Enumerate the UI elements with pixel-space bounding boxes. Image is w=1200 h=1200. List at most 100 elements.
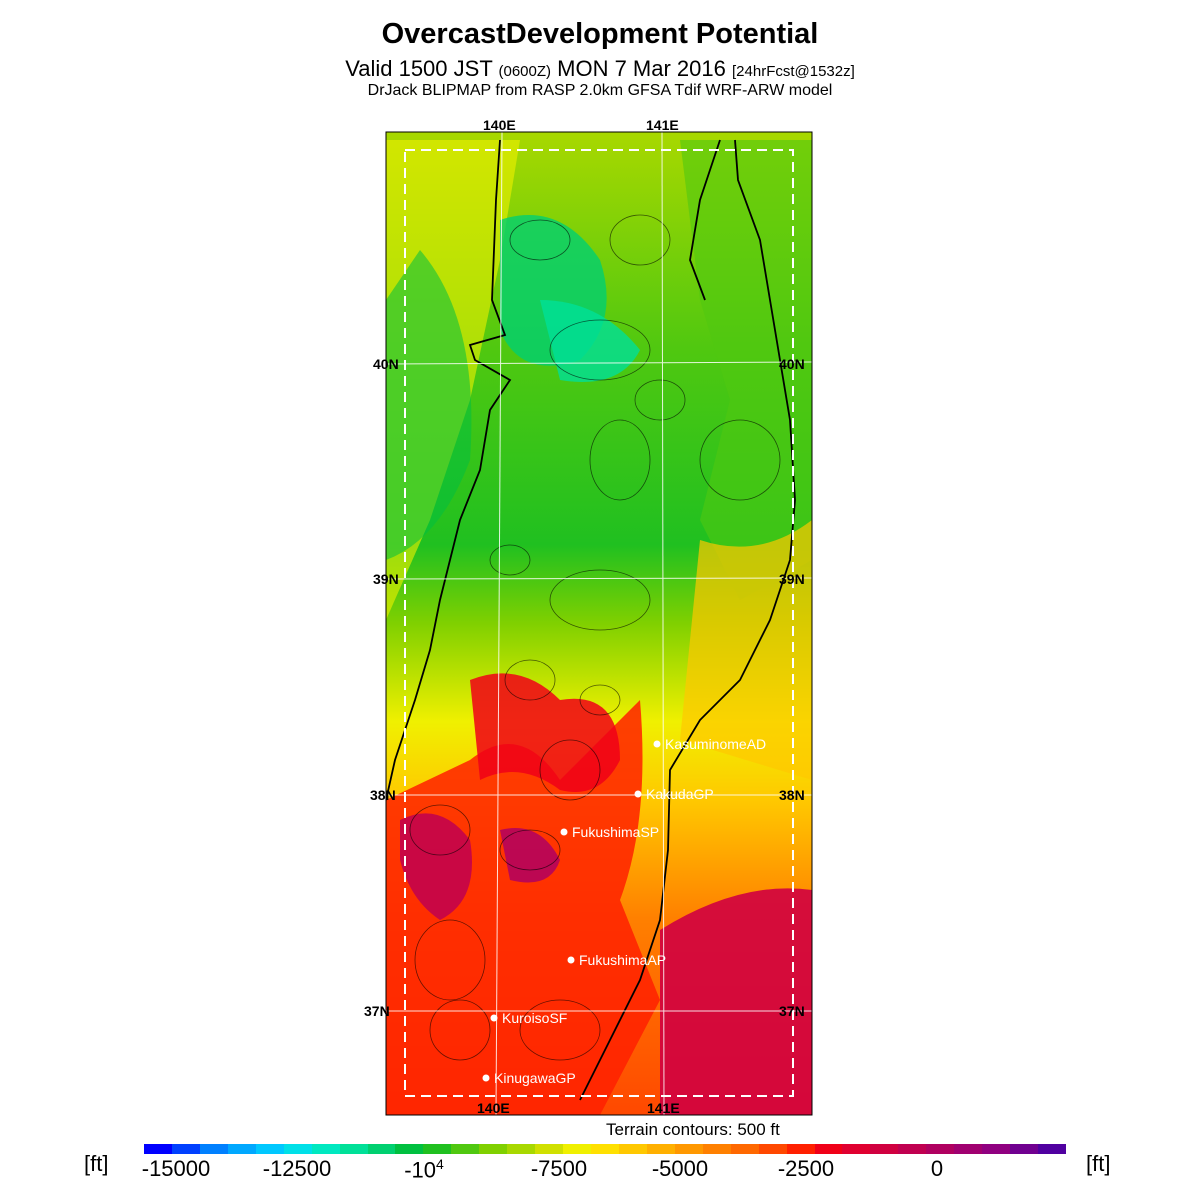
site-label: FukushimaSP: [572, 824, 659, 840]
map-frame: [385, 131, 813, 1116]
colorbar-swatch-17: [618, 1144, 647, 1154]
lat-lon-grid: [385, 131, 813, 1116]
model-description: DrJack BLIPMAP from RASP 2.0km GFSA Tdif…: [367, 82, 833, 99]
site-kasuminome[interactable]: KasuminomeAD: [653, 736, 767, 752]
colorbar-tick: -12500: [262, 1156, 332, 1181]
valid-date: MON 7 Mar 2016: [557, 56, 726, 81]
colorbar-swatch-30: [982, 1144, 1011, 1154]
domain-boundary: [404, 149, 794, 1097]
lon-label-141-bottom: 141E: [647, 1100, 680, 1116]
southeast-sea-red: [660, 888, 812, 1115]
colorbar-swatch-0: [144, 1144, 172, 1154]
lat-label-38-right: 38N: [779, 787, 805, 803]
valid-prefix: Valid 1500 JST: [345, 56, 493, 81]
colorbar-swatch-12: [479, 1144, 508, 1154]
tick-exponent: 4: [436, 1156, 444, 1172]
site-label: KuroisoSF: [502, 1010, 567, 1026]
field-layer: [386, 132, 812, 1115]
site-marker-icon: [490, 1014, 498, 1022]
mutsu-bay: [689, 139, 721, 301]
colorbar-swatch-26: [870, 1144, 899, 1154]
colorbar-swatch-11: [451, 1144, 480, 1154]
colorbar-swatch-18: [646, 1144, 675, 1154]
colorbar-tick: -104: [404, 1156, 444, 1183]
central-red-patch: [470, 673, 620, 792]
lat-label-40-left: 40N: [373, 356, 399, 372]
colorbar-swatch-15: [563, 1144, 591, 1154]
chart-title: OvercastDevelopment Potential: [381, 18, 819, 50]
colorbar-swatch-13: [507, 1144, 536, 1154]
site-marker-icon: [482, 1074, 490, 1082]
site-fukushima-ap[interactable]: FukushimaAP: [567, 952, 667, 968]
color-scale-bar: [144, 1144, 1066, 1154]
site-label: FukushimaAP: [579, 952, 666, 968]
terrain-contour-note: Terrain contours: 500 ft: [606, 1120, 780, 1139]
colorbar-swatch-16: [591, 1144, 619, 1154]
lon-label-141-top: 141E: [646, 117, 679, 133]
site-marker-icon: [634, 790, 642, 798]
colorbar-swatch-28: [926, 1144, 955, 1154]
lat-label-37-left: 37N: [364, 1003, 390, 1019]
sea-green-band: [386, 250, 472, 560]
colorbar-tick: -2500: [777, 1156, 835, 1181]
lat-label-38-left: 38N: [370, 787, 396, 803]
site-marker-icon: [653, 740, 661, 748]
east-coastline: [579, 139, 796, 1101]
colorbar-swatch-4: [255, 1144, 284, 1154]
west-dark-red: [400, 813, 472, 920]
colorbar-swatch-22: [758, 1144, 787, 1154]
colorbar-swatch-31: [1010, 1144, 1038, 1154]
site-label: KinugawaGP: [494, 1070, 576, 1086]
colorbar-swatch-21: [730, 1144, 759, 1154]
colorbar-swatch-24: [814, 1144, 843, 1154]
mountain-dark-red: [500, 828, 560, 883]
colorbar-tick: -7500: [530, 1156, 588, 1181]
colorbar-swatch-23: [786, 1144, 815, 1154]
colorbar-swatch-7: [339, 1144, 368, 1154]
colorbar-swatch-3: [227, 1144, 256, 1154]
colorbar-swatch-6: [311, 1144, 340, 1154]
site-markers: KasuminomeAD KakudaGP FukushimaSP Fukush…: [482, 736, 767, 1086]
colorbar-swatch-10: [423, 1144, 452, 1154]
colorbar-swatch-8: [367, 1144, 396, 1154]
lon-label-140-bottom: 140E: [477, 1100, 510, 1116]
site-kinugawa[interactable]: KinugawaGP: [482, 1070, 576, 1086]
colorbar-swatch-20: [702, 1144, 731, 1154]
site-label: KakudaGP: [646, 786, 714, 802]
forecast-info: [24hrFcst@1532z]: [732, 63, 855, 80]
east-coast-orange: [680, 520, 812, 780]
colorbar-swatch-14: [535, 1144, 564, 1154]
valid-utc: (0600Z): [498, 63, 552, 80]
unit-label-right: [ft]: [1086, 1151, 1111, 1176]
lat-label-39-left: 39N: [373, 571, 399, 587]
coastline: [386, 139, 796, 1101]
colorbar-tick: -5000: [651, 1156, 709, 1181]
highland-cyan: [540, 300, 640, 382]
colorbar-swatch-9: [395, 1144, 424, 1154]
site-kuroiso[interactable]: KuroisoSF: [490, 1010, 568, 1026]
colorbar-tick: -15000: [141, 1156, 211, 1181]
site-kakuda[interactable]: KakudaGP: [634, 786, 714, 802]
colorbar-swatch-2: [199, 1144, 228, 1154]
lat-label-39-right: 39N: [779, 571, 805, 587]
west-coastline: [386, 139, 512, 801]
site-marker-icon: [567, 956, 575, 964]
tick-base: -10: [404, 1157, 436, 1183]
colorbar-swatch-19: [674, 1144, 703, 1154]
lon-label-140-top: 140E: [483, 117, 516, 133]
valid-time-line: Valid 1500 JST (0600Z) MON 7 Mar 2016 [2…: [0, 56, 1200, 82]
colorbar-tick: 0: [930, 1156, 944, 1181]
colorbar-swatch-29: [954, 1144, 983, 1154]
lat-label-37-right: 37N: [779, 1003, 805, 1019]
site-label: KasuminomeAD: [665, 736, 766, 752]
unit-label-left: [ft]: [84, 1151, 109, 1176]
lat-label-40-right: 40N: [779, 356, 805, 372]
terrain-contours: [409, 214, 781, 1061]
colorbar-swatch-1: [171, 1144, 200, 1154]
site-fukushima-sp[interactable]: FukushimaSP: [560, 824, 660, 840]
colorbar-swatch-27: [898, 1144, 927, 1154]
colorbar-swatch-25: [842, 1144, 871, 1154]
colorbar-swatch-5: [283, 1144, 312, 1154]
east-green: [680, 140, 812, 600]
